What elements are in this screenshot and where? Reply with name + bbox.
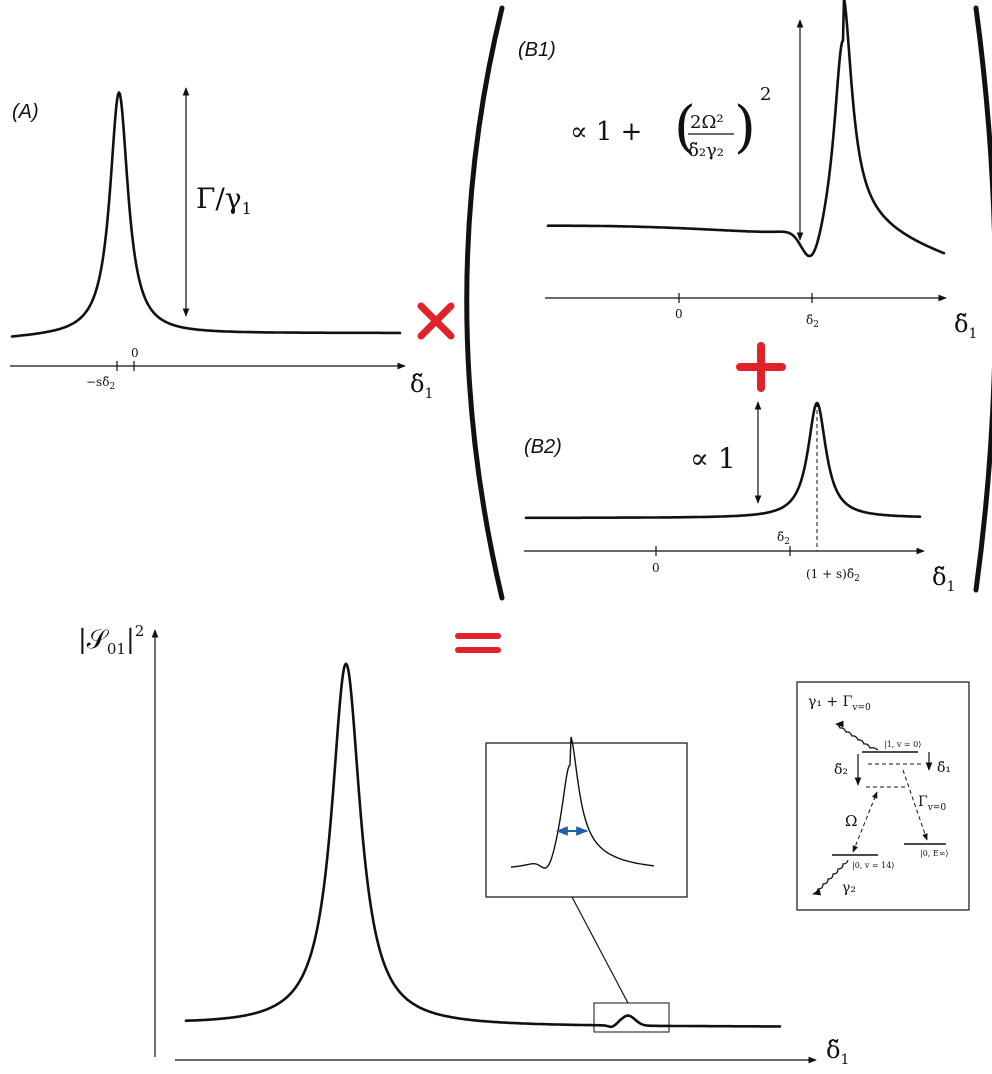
left-parenthesis	[464, 5, 505, 601]
zoom-inset-curve	[510, 736, 655, 869]
panel-b1-close-paren: )	[734, 95, 756, 160]
level-delta1-label: δ̃₁	[937, 760, 951, 776]
level-omega-arrow	[852, 791, 878, 853]
zoom-inset-frame	[485, 742, 688, 898]
panel-b2-tick-peak-label: (1 + s)δ̃2	[806, 567, 860, 584]
level-excited-state-label: |1, v = 0⟩	[884, 740, 921, 749]
panel-b1-label: (B1)	[518, 39, 556, 61]
level-gamma2-label: γ₂	[842, 880, 856, 896]
level-delta2-label: δ̃₂	[834, 762, 848, 778]
panel-b1-open-paren: (	[674, 95, 696, 160]
panel-b1-tick-delta-label: δ̃2	[806, 313, 819, 330]
main-plot: |𝒮01|2 δ̃1	[78, 622, 849, 1068]
panel-a-tick-zero-label: 0	[131, 346, 139, 360]
level-omega-label: Ω	[845, 812, 857, 830]
main-y-label: |𝒮01|2	[78, 622, 144, 658]
panel-b2-lorentzian-curve	[524, 401, 922, 520]
panel-b1: (B1) 0 δ̃2 δ̃1 ∝ 1 + ( ) 2Ω² δ̃₂γ₂ 2	[518, 0, 977, 342]
panel-b1-fraction-numerator: 2Ω²	[690, 112, 724, 133]
panel-b1-fano-curve	[546, 0, 946, 258]
main-spectrum-curve	[184, 662, 782, 1029]
level-decay-top-label: γ₁ + Γv=0	[808, 694, 871, 713]
plus-operator	[736, 342, 786, 392]
panel-a-lorentzian-curve	[10, 91, 402, 338]
zoom-inset	[485, 736, 688, 898]
panel-b1-tick-zero-label: 0	[675, 307, 683, 321]
panel-b2-label: (B2)	[524, 436, 562, 458]
level-gamma-v0-label: Γv=0	[918, 794, 946, 813]
panel-b2-tick-delta-label: δ̃2	[777, 530, 790, 547]
level-scheme: γ₁ + Γv=0 |1, v = 0⟩ δ̃₁ δ̃₂ Ω Γv=0 |0, …	[796, 681, 970, 911]
panel-b1-exponent: 2	[760, 84, 771, 105]
zoom-region-box	[593, 1002, 670, 1033]
panel-a-tick-shift-label: −sδ̃2	[86, 375, 115, 392]
panel-b1-prefactor: ∝ 1 +	[570, 117, 642, 147]
right-parenthesis	[973, 5, 992, 593]
panel-b1-x-label: δ̃1	[954, 310, 977, 342]
level-bound-state-label: |0, v = 14⟩	[852, 861, 894, 870]
level-decay-top-wavy-arrow	[835, 720, 879, 751]
panel-b1-fraction-denominator: δ̃₂γ₂	[688, 140, 724, 161]
panel-a-label: (A)	[12, 101, 39, 123]
level-scheme-frame	[796, 681, 970, 911]
panel-b2-tick-zero-label: 0	[652, 561, 660, 575]
panel-a-x-label: δ̃1	[410, 370, 433, 402]
panel-b2-x-label: δ̃1	[932, 563, 955, 595]
panel-b2-height-label: ∝ 1	[690, 442, 736, 475]
panel-a-height-label: Γ/γ1	[196, 182, 252, 218]
times-operator	[417, 302, 455, 340]
panel-b2: (B2) 0 δ̃2 (1 + s)δ̃2 δ̃1 ∝ 1	[524, 401, 955, 595]
zoom-connector-line	[571, 896, 629, 1004]
panel-a: (A) 0 −sδ̃2 δ̃1 Γ/γ1	[10, 87, 433, 402]
level-gamma2-wavy-arrow	[812, 859, 849, 896]
main-x-label: δ̃1	[826, 1036, 849, 1068]
level-continuum-state-label: |0, E∞⟩	[920, 849, 949, 858]
level-gamma-v0-arrow	[902, 769, 928, 841]
equals-operator	[455, 633, 501, 653]
